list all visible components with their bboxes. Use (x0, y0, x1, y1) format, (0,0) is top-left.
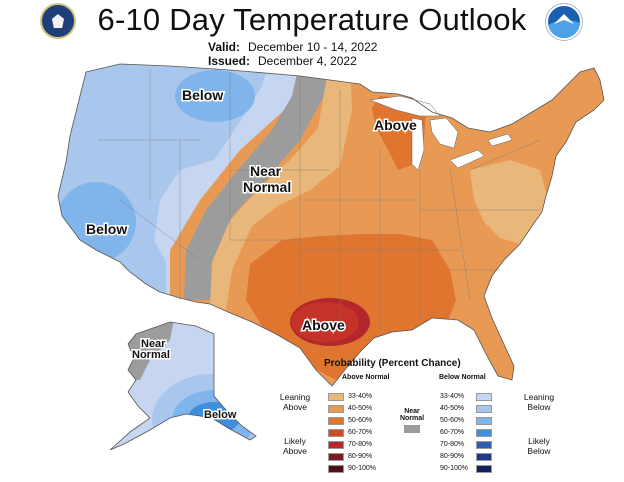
lake-erie (449, 149, 485, 169)
label-below-west: Below (86, 221, 127, 237)
issued-date: December 4, 2022 (258, 54, 357, 68)
legend-above-row: 60-70% (328, 428, 372, 438)
legend-below-swatch (476, 417, 492, 425)
legend-above-swatch (328, 393, 344, 401)
legend-likely-below: Likely Below (516, 436, 562, 456)
label-ak-below: Below (204, 409, 237, 421)
legend-above-range-label: 33-40% (348, 393, 373, 400)
legend-below-row: 70-80% (440, 440, 492, 450)
near-line2: Normal (399, 415, 425, 422)
legend-above-swatch (328, 405, 344, 413)
legend-below-range-label: 70-80% (440, 441, 465, 448)
label-below-north: Below (182, 87, 223, 103)
legend-below-range-label: 90-100% (440, 465, 469, 472)
legend-above-range-label: 80-90% (348, 453, 373, 460)
region-below-50-60-north (175, 70, 255, 122)
legend-above-swatch (328, 453, 344, 461)
legend-below-range-label: 40-50% (440, 405, 465, 412)
near-normal-swatch (404, 425, 420, 433)
label-near-normal-1: Near (250, 163, 282, 179)
legend-below-swatch (476, 393, 492, 401)
legend-above-row: 90-100% (328, 464, 376, 474)
legend-below-range-label: 60-70% (440, 429, 465, 436)
likely-below-line2: Below (527, 446, 551, 456)
legend-below-row: 80-90% (440, 452, 492, 462)
legend: Probability (Percent Chance) Above Norma… (272, 358, 562, 478)
legend-below-swatch (476, 429, 492, 437)
legend-leaning-above: Leaning Above (272, 392, 318, 412)
legend-likely-above: Likely Above (272, 436, 318, 456)
legend-below-row: 33-40% (440, 392, 492, 402)
us-outline (57, 63, 605, 387)
legend-below-row: 50-60% (440, 416, 492, 426)
label-above-south: Above (302, 317, 345, 333)
commerce-department-seal-icon (40, 3, 76, 39)
alaska (109, 321, 257, 451)
legend-near-normal: Near Normal (394, 408, 430, 433)
legend-below-range-label: 33-40% (440, 393, 465, 400)
lake-michigan (411, 117, 425, 171)
legend-above-row: 70-80% (328, 440, 372, 450)
noaa-logo-icon (546, 4, 582, 40)
valid-line: Valid: December 10 - 14, 2022 (208, 40, 377, 54)
legend-leaning-below: Leaning Below (516, 392, 562, 412)
legend-below-header: Below Normal (439, 374, 486, 381)
leaning-below-line2: Below (527, 402, 551, 412)
label-near-normal-2: Normal (243, 179, 291, 195)
label-above-north: Above (374, 117, 417, 133)
legend-above-header: Above Normal (342, 374, 390, 381)
legend-above-row: 33-40% (328, 392, 372, 402)
issued-label: Issued: (208, 54, 251, 68)
region-above-33-40-east (470, 160, 548, 244)
legend-below-range-label: 80-90% (440, 453, 465, 460)
legend-above-range-label: 70-80% (348, 441, 373, 448)
valid-label: Valid: (208, 40, 241, 54)
lake-huron (429, 117, 459, 149)
region-above-core (291, 302, 359, 342)
legend-below-swatch (476, 405, 492, 413)
state-borders (98, 70, 541, 330)
legend-below-row: 90-100% (440, 464, 492, 474)
legend-below-row: 40-50% (440, 404, 492, 414)
legend-title: Probability (Percent Chance) (324, 358, 461, 369)
region-near-normal (184, 64, 330, 300)
likely-below-line1: Likely (528, 436, 550, 446)
legend-above-range-label: 40-50% (348, 405, 373, 412)
legend-below-row: 60-70% (440, 428, 492, 438)
issued-line: Issued: December 4, 2022 (208, 54, 357, 68)
map-title: 6-10 Day Temperature Outlook (97, 2, 527, 37)
legend-below-swatch (476, 441, 492, 449)
lake-superior (369, 95, 441, 117)
legend-below-swatch (476, 465, 492, 473)
legend-above-swatch (328, 417, 344, 425)
legend-above-row: 50-60% (328, 416, 372, 426)
leaning-above-line2: Above (282, 402, 308, 412)
legend-above-swatch (328, 465, 344, 473)
label-ak-near-2: Normal (132, 349, 170, 361)
legend-below-range-label: 50-60% (440, 417, 465, 424)
legend-above-swatch (328, 429, 344, 437)
legend-above-range-label: 90-100% (348, 465, 377, 472)
legend-above-range-label: 50-60% (348, 417, 373, 424)
legend-above-swatch (328, 441, 344, 449)
leaning-below-line1: Leaning (523, 392, 555, 402)
likely-above-line2: Above (282, 446, 308, 456)
legend-below-swatch (476, 453, 492, 461)
legend-above-range-label: 60-70% (348, 429, 373, 436)
label-ak-near-1: Near (141, 338, 166, 350)
near-line1: Near (404, 408, 420, 415)
leaning-above-line1: Leaning (279, 392, 311, 402)
region-above-33-40-central (210, 64, 352, 310)
lake-ontario (487, 133, 513, 147)
likely-above-line1: Likely (284, 436, 306, 446)
valid-dates: December 10 - 14, 2022 (248, 40, 378, 54)
alaska-outline (109, 321, 257, 451)
legend-above-row: 40-50% (328, 404, 372, 414)
legend-above-row: 80-90% (328, 452, 372, 462)
